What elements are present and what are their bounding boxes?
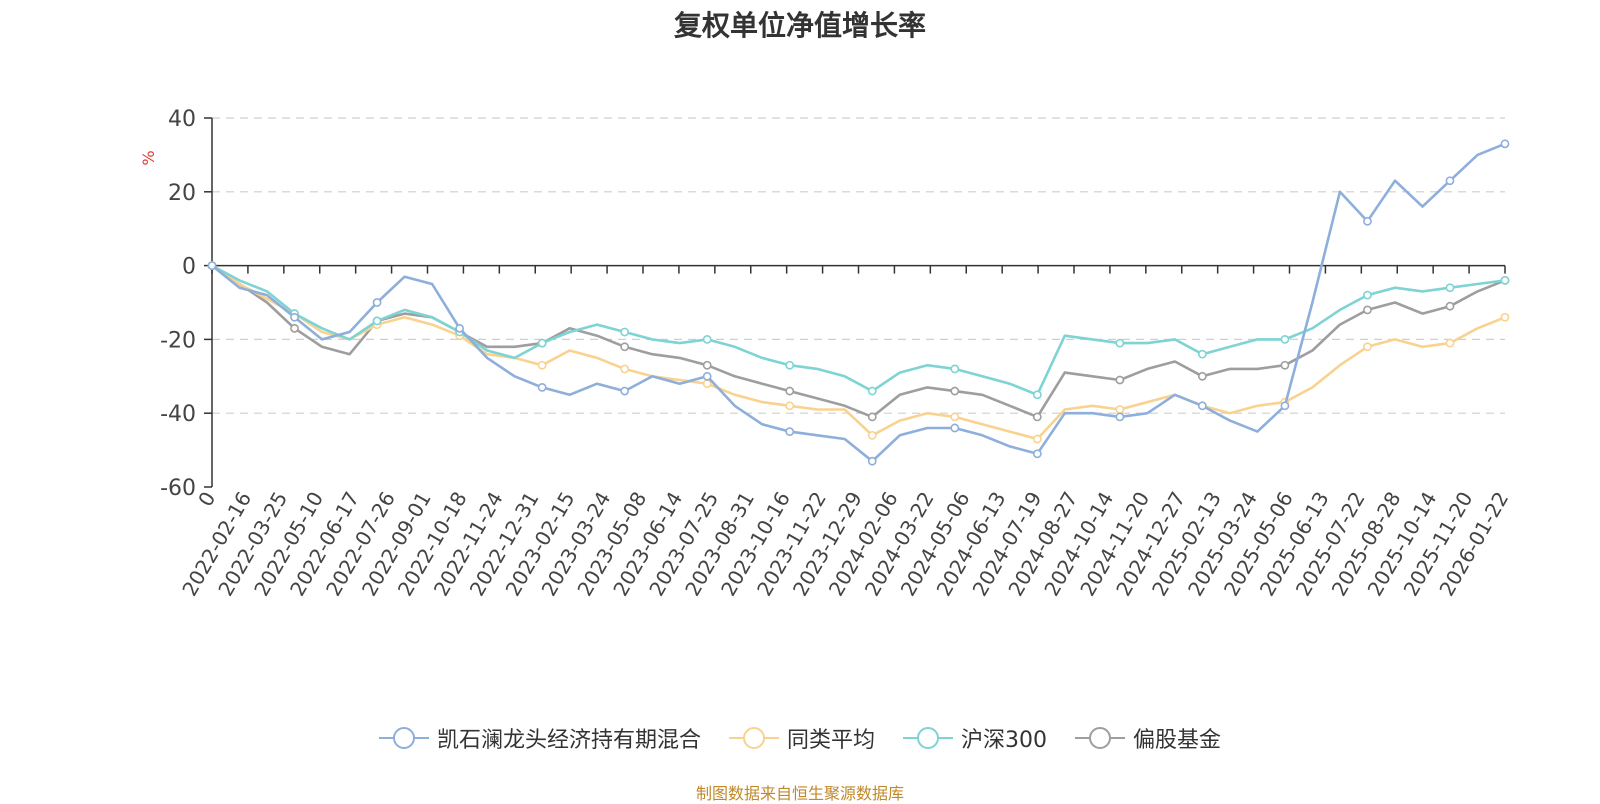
legend-swatch-equity-fund [1075, 727, 1125, 749]
data-point [867, 430, 877, 440]
y-tick-label: 20 [168, 181, 196, 206]
legend-label-fund: 凯石澜龙头经济持有期混合 [436, 728, 701, 753]
data-point [785, 360, 795, 370]
legend-item-equity-fund[interactable]: 偏股基金 [1075, 722, 1221, 754]
data-point [455, 323, 464, 333]
legend-label-csi300: 沪深300 [961, 728, 1047, 753]
data-point [1280, 334, 1290, 344]
data-point [620, 327, 630, 337]
data-point [290, 312, 299, 322]
data-point [1445, 301, 1455, 311]
data-point [620, 342, 630, 352]
data-point [1197, 401, 1207, 411]
data-point [867, 456, 877, 466]
data-point [620, 364, 630, 374]
data-point [1032, 412, 1042, 422]
source-note: 制图数据来自恒生聚源数据库 [695, 784, 904, 803]
data-point [1032, 434, 1042, 444]
data-point [1363, 290, 1372, 300]
data-point [1500, 139, 1510, 149]
data-point [950, 423, 960, 433]
y-tick-label: -40 [160, 402, 196, 427]
data-point [537, 338, 547, 348]
data-point [702, 334, 712, 344]
data-point [702, 371, 712, 381]
data-point [372, 298, 382, 307]
data-point [785, 386, 795, 396]
data-point [1115, 338, 1125, 348]
data-point [1445, 338, 1455, 348]
legend-swatch-csi300 [903, 727, 953, 749]
data-point [785, 401, 795, 411]
data-point [537, 360, 547, 370]
data-point [1115, 405, 1125, 414]
data-point [1280, 360, 1290, 370]
data-point [1500, 275, 1510, 285]
legend-swatch-fund [378, 727, 429, 749]
legend-item-fund[interactable]: 凯石澜龙头经济持有期混合 [378, 722, 701, 754]
data-point [620, 386, 630, 396]
data-point [950, 364, 960, 374]
data-point [1280, 401, 1290, 411]
data-point [1363, 342, 1372, 352]
legend-label-peer-average: 同类平均 [786, 728, 875, 753]
data-point [867, 412, 877, 422]
data-point [702, 379, 712, 389]
data-point [1032, 449, 1042, 459]
data-point [537, 382, 547, 392]
series-line [211, 264, 1506, 419]
data-point [1500, 312, 1510, 322]
data-point [950, 412, 960, 422]
data-point [1363, 305, 1372, 315]
y-tick-label: -60 [160, 476, 196, 501]
y-tick-label: 40 [168, 107, 196, 132]
data-point [1445, 176, 1455, 186]
data-point [1115, 375, 1125, 385]
series-line [211, 264, 1506, 441]
data-point [1032, 390, 1042, 400]
series-line [211, 264, 1506, 397]
legend-item-peer-average[interactable]: 同类平均 [728, 722, 875, 754]
legend: 凯石澜龙头经济持有期混合 同类平均 沪深300 偏股基金 [0, 722, 1600, 754]
legend-swatch-peer-average [728, 727, 779, 749]
y-tick-label: -20 [160, 328, 196, 353]
legend-item-csi300[interactable]: 沪深300 [903, 722, 1047, 754]
data-point [1115, 412, 1125, 422]
y-tick-label: 0 [182, 255, 196, 280]
data-point [1445, 283, 1455, 293]
series-line [211, 142, 1506, 463]
data-point [1197, 349, 1207, 359]
data-point [702, 360, 712, 370]
legend-label-equity-fund: 偏股基金 [1133, 728, 1222, 753]
data-point [372, 316, 382, 326]
data-point [207, 261, 217, 270]
data-point [950, 386, 960, 396]
data-point [785, 427, 795, 437]
y-axis-unit-label: % [139, 150, 158, 165]
chart-title: 复权单位净值增长率 [673, 9, 926, 42]
data-point [867, 386, 877, 396]
data-point [1197, 371, 1207, 381]
x-tick-label: 0 [193, 488, 220, 511]
data-point [290, 323, 299, 333]
data-point [1363, 216, 1372, 226]
